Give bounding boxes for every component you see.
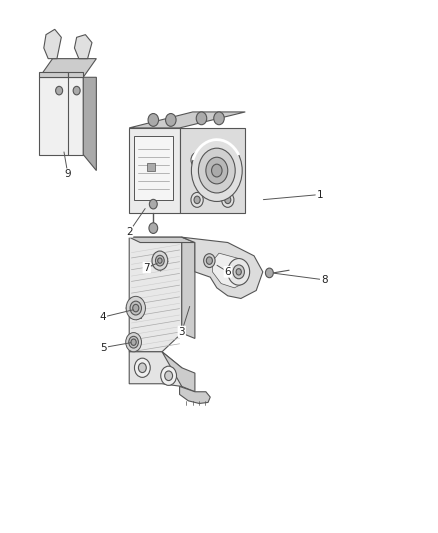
Circle shape (214, 112, 224, 125)
Polygon shape (129, 128, 180, 213)
Polygon shape (39, 59, 96, 77)
Polygon shape (39, 72, 68, 77)
Circle shape (194, 196, 200, 204)
Circle shape (198, 148, 235, 193)
Polygon shape (68, 72, 83, 77)
Circle shape (191, 140, 242, 201)
Circle shape (131, 339, 136, 345)
Circle shape (225, 156, 231, 164)
Circle shape (126, 333, 141, 352)
Polygon shape (134, 136, 173, 200)
Circle shape (126, 296, 145, 320)
Circle shape (161, 366, 177, 385)
Polygon shape (129, 352, 182, 386)
Circle shape (233, 265, 244, 279)
Circle shape (133, 304, 139, 312)
Circle shape (191, 152, 203, 167)
Polygon shape (180, 386, 210, 403)
Polygon shape (180, 128, 245, 213)
Circle shape (138, 363, 146, 373)
Circle shape (166, 114, 176, 126)
Polygon shape (83, 77, 96, 171)
Text: 4: 4 (99, 312, 106, 322)
Circle shape (265, 268, 273, 278)
Circle shape (130, 301, 141, 315)
Text: 7: 7 (143, 263, 150, 272)
Circle shape (222, 192, 234, 207)
Text: 3: 3 (178, 327, 185, 336)
Polygon shape (162, 352, 195, 392)
Circle shape (204, 254, 215, 268)
Circle shape (165, 371, 173, 381)
Circle shape (191, 192, 203, 207)
Circle shape (56, 86, 63, 95)
Circle shape (194, 156, 200, 164)
Circle shape (152, 251, 168, 270)
Polygon shape (147, 163, 155, 171)
Circle shape (134, 358, 150, 377)
Polygon shape (129, 237, 182, 352)
Circle shape (222, 152, 234, 167)
Circle shape (236, 269, 241, 275)
Text: 9: 9 (64, 169, 71, 179)
Circle shape (206, 157, 228, 184)
Text: 5: 5 (100, 343, 107, 352)
Circle shape (149, 199, 157, 209)
Circle shape (206, 257, 212, 264)
Polygon shape (182, 237, 263, 298)
Polygon shape (129, 237, 195, 243)
Circle shape (158, 258, 162, 263)
Circle shape (148, 114, 159, 126)
Text: 2: 2 (126, 227, 133, 237)
Polygon shape (39, 77, 83, 155)
Text: 6: 6 (224, 267, 231, 277)
Polygon shape (212, 253, 247, 288)
Circle shape (73, 86, 80, 95)
Circle shape (212, 164, 222, 177)
Text: 1: 1 (316, 190, 323, 199)
Circle shape (149, 223, 158, 233)
Circle shape (155, 255, 164, 266)
Text: 8: 8 (321, 275, 328, 285)
Polygon shape (129, 112, 245, 128)
Polygon shape (74, 35, 92, 59)
Polygon shape (182, 237, 195, 338)
Polygon shape (44, 29, 61, 59)
Circle shape (228, 259, 250, 285)
Circle shape (225, 196, 231, 204)
Circle shape (129, 336, 138, 348)
Circle shape (196, 112, 207, 125)
